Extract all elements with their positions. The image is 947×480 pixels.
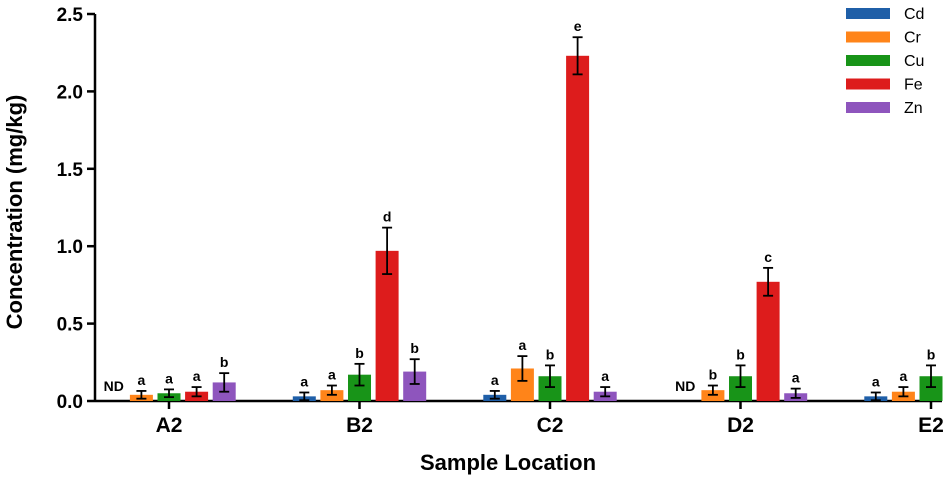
significance-label: a xyxy=(601,368,609,384)
error-bar xyxy=(707,384,718,396)
significance-label: a xyxy=(328,367,336,383)
significance-label: a xyxy=(300,373,308,389)
bar-cr-c2 xyxy=(510,368,534,401)
error-bar xyxy=(790,387,801,399)
significance-label: b xyxy=(410,340,419,356)
legend-item-cr: Cr xyxy=(846,30,922,47)
error-bar xyxy=(735,364,746,388)
significance-label: a xyxy=(491,372,499,388)
error-bar xyxy=(382,226,393,275)
error-bar xyxy=(545,364,555,388)
legend-item-zn: Zn xyxy=(846,100,923,117)
error-bar xyxy=(164,388,174,399)
y-tick-label: 1.0 xyxy=(57,237,83,258)
legend-label: Cr xyxy=(904,30,922,47)
y-tick-label: 2.0 xyxy=(57,82,83,103)
bars xyxy=(129,55,943,402)
significance-label: a xyxy=(138,372,146,388)
significance-label: b xyxy=(736,346,745,362)
error-bar xyxy=(763,266,774,297)
y-axis-title: Concentration (mg/kg) xyxy=(2,95,27,330)
y-tick-label: 2.5 xyxy=(57,5,84,26)
bar-cu-c2 xyxy=(538,376,562,401)
error-bar xyxy=(326,384,337,396)
error-bar xyxy=(572,36,583,76)
significance-label: ND xyxy=(104,378,124,394)
bar-cu-b2 xyxy=(348,374,371,401)
x-axis-title: Sample Location xyxy=(420,450,596,475)
significance-label: a xyxy=(165,370,173,386)
significance-label: b xyxy=(709,367,718,383)
error-bar xyxy=(409,358,420,385)
significance-label: a xyxy=(193,368,201,384)
significance-label: e xyxy=(574,18,582,34)
error-bar xyxy=(517,355,528,382)
error-bar xyxy=(191,386,202,398)
bar-cu-e2 xyxy=(919,376,943,401)
error-bar xyxy=(299,391,310,402)
axes: 0.0 0.5 1.0 1.5 2.0 2.5 A2 B2 C2 D2 E2 xyxy=(57,5,944,437)
error-bar xyxy=(898,386,909,398)
x-tick-label: E2 xyxy=(918,414,944,437)
error-bar xyxy=(354,362,365,387)
y-tick-label: 0.5 xyxy=(57,315,84,336)
significance-labels: NDaaNDaaaabaabbbbadecdbbaaa xyxy=(104,18,936,394)
significance-label: b xyxy=(927,346,936,362)
significance-label: a xyxy=(519,337,527,353)
y-tick-label: 1.5 xyxy=(57,160,84,181)
significance-label: a xyxy=(900,368,908,384)
legend-item-cd: Cd xyxy=(846,6,924,23)
x-tick-label: B2 xyxy=(346,414,373,437)
legend-swatch xyxy=(846,55,890,66)
bar-fe-d2 xyxy=(756,281,780,401)
legend-item-cu: Cu xyxy=(846,53,924,70)
error-bar xyxy=(600,386,611,398)
significance-label: a xyxy=(872,373,880,389)
legend-label: Cd xyxy=(904,6,924,23)
significance-label: d xyxy=(383,209,392,225)
legend-swatch xyxy=(846,78,890,90)
significance-label: ND xyxy=(675,378,695,394)
x-tick-label: D2 xyxy=(727,414,754,437)
legend-label: Cu xyxy=(904,53,924,70)
bar-fe-c2 xyxy=(566,55,590,402)
error-bars xyxy=(136,36,936,402)
x-tick-label: C2 xyxy=(537,414,564,437)
significance-label: c xyxy=(764,249,772,265)
x-tick-label: A2 xyxy=(156,414,183,437)
bar-cu-d2 xyxy=(729,376,752,401)
legend-swatch xyxy=(846,102,890,113)
legend-label: Fe xyxy=(904,77,923,94)
legend-swatch xyxy=(846,8,890,19)
legend-label: Zn xyxy=(904,100,923,117)
significance-label: b xyxy=(546,346,555,362)
error-bar xyxy=(489,390,500,400)
bar-fe-b2 xyxy=(375,250,399,401)
error-bar xyxy=(219,372,230,393)
y-tick-label: 0.0 xyxy=(57,392,83,413)
error-bar xyxy=(926,364,936,388)
significance-label: b xyxy=(220,354,229,370)
significance-label: b xyxy=(355,345,364,361)
legend: Cd Cr Cu Fe Zn xyxy=(846,6,924,117)
legend-item-fe: Fe xyxy=(846,77,923,94)
legend-swatch xyxy=(846,31,890,43)
error-bar xyxy=(136,390,147,400)
error-bar xyxy=(870,391,881,402)
significance-label: a xyxy=(792,370,800,386)
bar-zn-b2 xyxy=(403,371,427,401)
